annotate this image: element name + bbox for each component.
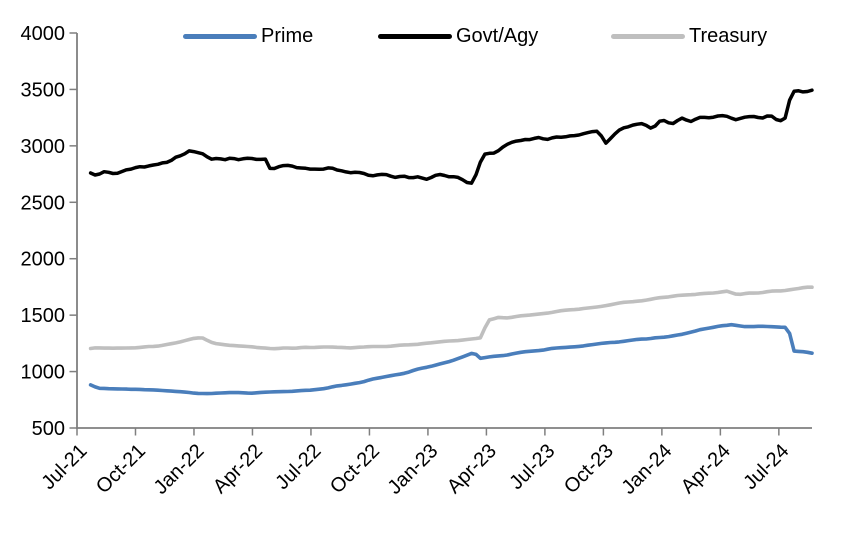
- y-axis-tick-label: 1500: [21, 305, 66, 327]
- series-line-prime: [88, 322, 814, 396]
- x-axis-tick-label: Jul-23: [505, 440, 559, 494]
- series-line-govt-agy: [88, 88, 814, 185]
- govt-agy-line-swatch: [378, 33, 452, 39]
- x-axis-tick-label: Jan-23: [384, 440, 443, 499]
- legend-label-govt-agy: Govt/Agy: [456, 24, 539, 47]
- series-line-treasury: [88, 285, 814, 351]
- chart-legend: Prime Govt/Agy Treasury: [0, 24, 852, 48]
- y-axis-tick-label: 3000: [21, 136, 66, 158]
- x-axis-tick-label: Oct-23: [560, 440, 618, 498]
- legend-item-treasury: Treasury: [611, 24, 767, 48]
- legend-item-prime: Prime: [183, 24, 313, 48]
- x-axis-tick-label: Jan-24: [618, 440, 677, 499]
- y-axis-tick-label: 1000: [21, 362, 66, 384]
- x-axis-tick-label: Oct-22: [326, 440, 384, 498]
- y-axis-tick-label: 2500: [21, 192, 66, 214]
- x-axis-tick-label: Apr-24: [677, 440, 735, 498]
- y-axis-tick-label: 3500: [21, 79, 66, 101]
- legend-label-treasury: Treasury: [689, 24, 768, 47]
- y-axis-tick-label: 500: [32, 418, 65, 440]
- x-axis-tick-label: Jul-21: [37, 440, 91, 494]
- legend-item-govt-agy: Govt/Agy: [378, 24, 538, 48]
- y-axis-tick-label: 2000: [21, 249, 66, 271]
- x-axis-tick-label: Jan-22: [150, 440, 209, 499]
- x-axis-tick-label: Oct-21: [92, 440, 150, 498]
- x-axis-tick-label: Jul-22: [271, 440, 325, 494]
- legend-label-prime: Prime: [261, 24, 314, 47]
- treasury-line-swatch: [611, 33, 685, 39]
- x-axis-tick-label: Apr-22: [209, 440, 267, 498]
- y-axis-tick-label: 4000: [21, 23, 66, 45]
- prime-line-swatch: [183, 33, 257, 39]
- x-axis-tick-label: Jul-24: [739, 440, 793, 494]
- x-axis-tick-label: Apr-23: [443, 440, 501, 498]
